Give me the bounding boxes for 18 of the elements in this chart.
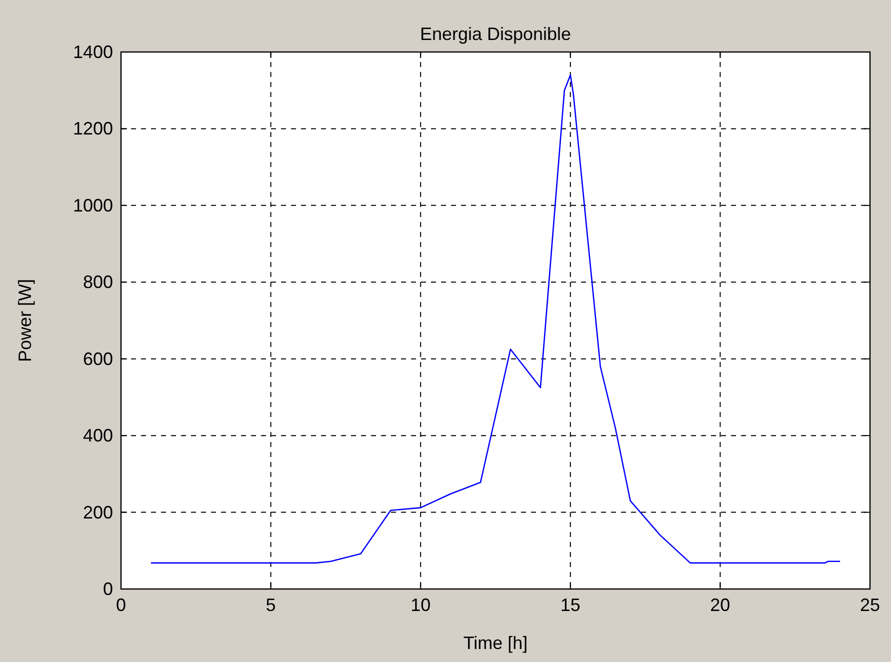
y-tick-label: 1000 — [72, 195, 113, 216]
x-axis-title: Time [h] — [463, 633, 528, 653]
chart-title: Energia Disponible — [420, 24, 572, 44]
x-tick-label: 15 — [560, 595, 580, 615]
y-tick-label: 800 — [82, 272, 113, 292]
x-tick-label: 10 — [410, 595, 431, 615]
y-tick-label: 1400 — [72, 42, 113, 62]
x-tick-label: 5 — [266, 595, 276, 615]
x-tick-label: 25 — [860, 595, 880, 615]
y-tick-label: 400 — [82, 426, 113, 446]
line-series — [150, 74, 841, 564]
y-tick-label: 600 — [82, 348, 113, 369]
y-tick-label: 0 — [102, 579, 113, 599]
y-axis-title: Power [W] — [15, 278, 35, 362]
x-tick-label: 20 — [710, 595, 730, 615]
x-tick-label: 0 — [116, 595, 126, 615]
y-tick-label: 200 — [82, 502, 113, 522]
y-tick-label: 1200 — [72, 118, 113, 139]
